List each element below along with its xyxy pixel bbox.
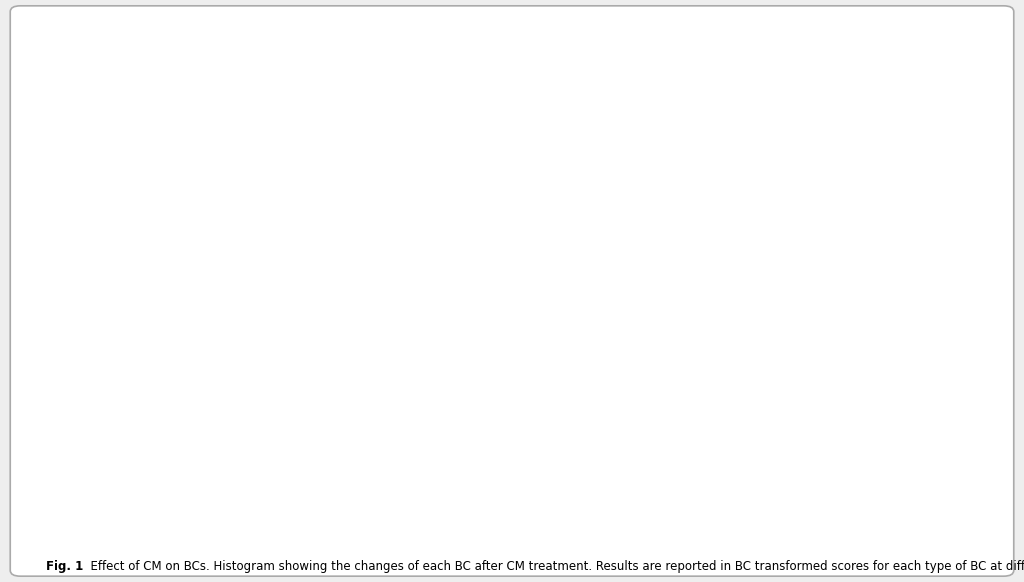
Bar [790,174,797,381]
Bar [694,313,702,381]
Bar [275,309,283,381]
Bar [593,313,600,381]
Title: Effect of CM on BC Types: Effect of CM on BC Types [314,21,587,40]
Bar [131,207,139,381]
Legend: V1, V2, V3, V4, V5, V6, V7, V8: V1, V2, V3, V4, V5, V6, V7, V8 [838,59,912,310]
Bar [766,174,774,381]
Bar [226,352,233,381]
Bar [339,309,347,381]
Bar [506,303,513,381]
Bar [203,345,211,381]
Bar [781,86,790,381]
Bar [370,309,377,381]
Bar [211,359,218,381]
Bar [298,299,305,381]
Bar [615,313,623,381]
Bar [464,381,472,391]
Bar [116,207,124,381]
Bar [528,381,536,398]
Bar [551,309,559,381]
Bar [260,115,267,381]
Bar [585,250,593,381]
Bar [267,158,275,381]
Text: Effect of CM on BCs. Histogram showing the changes of each BC after CM treatment: Effect of CM on BCs. Histogram showing t… [83,560,1024,573]
Bar [623,361,631,381]
Bar [426,365,434,381]
Bar [665,309,672,381]
Bar [354,329,361,381]
Bar [600,309,607,381]
Bar [419,342,426,381]
Bar [472,381,479,407]
Bar [124,286,131,381]
Bar [361,339,370,381]
Bar [679,342,687,381]
Bar [313,303,321,381]
Bar [607,368,615,381]
Bar [109,171,116,381]
Bar [449,381,457,391]
Bar [385,329,392,381]
Text: Fig. 1: Fig. 1 [46,560,83,573]
Bar [180,332,188,381]
Bar [774,174,781,381]
Bar [687,332,694,381]
Bar [672,322,679,381]
Bar [283,289,290,381]
Bar [377,332,385,381]
Bar [441,368,449,381]
Bar [290,230,298,381]
Bar [743,217,752,381]
Bar [434,365,441,381]
Bar [513,371,520,381]
Bar [101,134,109,381]
Bar [139,279,146,381]
Bar [656,365,665,381]
Bar [702,332,710,381]
Bar [457,381,464,388]
Bar [347,289,354,381]
Bar [392,313,400,381]
Bar [710,329,718,381]
Bar [146,309,155,381]
Bar [736,174,743,381]
Bar [759,151,766,381]
Bar [196,342,203,381]
Y-axis label: Transformed scores: Transformed scores [38,166,53,317]
Bar [188,309,196,381]
Bar [752,158,759,381]
Bar [305,303,313,381]
Bar [498,381,506,388]
Bar [218,352,226,381]
Bar [155,279,162,381]
